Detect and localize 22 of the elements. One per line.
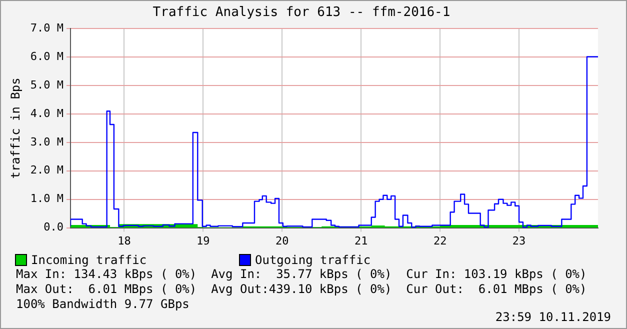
x-tick-label: 19 bbox=[196, 234, 210, 248]
x-tick-label: 18 bbox=[118, 234, 131, 248]
text: 23:59 10.11.2019 bbox=[495, 310, 611, 324]
y-axis-title: traffic in Bps bbox=[8, 78, 22, 179]
y-tick-label: 0.0 bbox=[44, 220, 64, 234]
y-tick-label: 4.0 M bbox=[30, 106, 64, 120]
x-tick-label: 23 bbox=[512, 234, 526, 248]
legend-label: Incoming traffic bbox=[31, 253, 147, 267]
y-tick-label: 2.0 M bbox=[30, 164, 64, 177]
y-tick-label: 6.0 M bbox=[30, 50, 64, 63]
text: 100% Bandwidth 9.77 GBps bbox=[16, 297, 190, 311]
y-tick-label: 5.0 M bbox=[30, 78, 64, 92]
x-tick-label: 21 bbox=[354, 234, 368, 248]
chart-title: Traffic Analysis for 613 -- ffm-2016-1 bbox=[152, 5, 450, 20]
y-tick-label: 3.0 M bbox=[30, 135, 64, 148]
x-tick-label: 22 bbox=[433, 234, 447, 248]
y-tick-label: 7.0 M bbox=[30, 21, 64, 34]
text: Max In: 134.43 kBps ( 0%) Avg In: 35.77 kBps ( 0%) Cur In: 103.19 kBps ( 0%) bbox=[16, 267, 587, 282]
x-tick-label: 20 bbox=[276, 234, 289, 248]
text: Max Out: 6.01 MBps ( 0%) Avg Out:439.10 kBps ( 0%) Cur Out: 6.01 MBps ( 0%) bbox=[16, 282, 587, 297]
y-tick-label: 1.0 M bbox=[30, 192, 64, 206]
legend-label: Outgoing traffic bbox=[255, 253, 371, 267]
